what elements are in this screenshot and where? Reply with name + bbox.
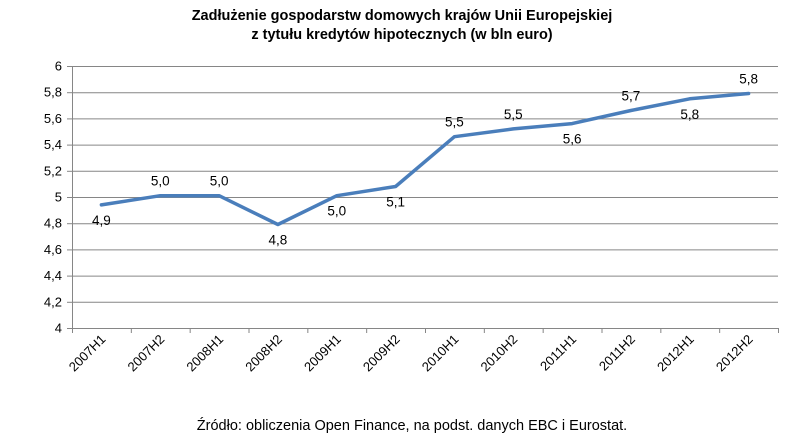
- x-tick-label: 2010H1: [419, 332, 462, 375]
- y-tick-label: 5,4: [44, 137, 62, 152]
- x-tick-label: 2011H1: [537, 332, 579, 374]
- data-label: 5,0: [151, 174, 170, 189]
- x-tick-label: 2010H2: [478, 332, 521, 375]
- data-point: [570, 122, 574, 125]
- data-point: [512, 127, 515, 131]
- data-label: 4,8: [269, 233, 288, 248]
- gridlines: [72, 66, 778, 303]
- data-label: 5,0: [210, 174, 229, 189]
- data-label: 5,7: [622, 89, 641, 104]
- chart-source-note: Źródło: obliczenia Open Finance, na pods…: [197, 417, 627, 434]
- series-layer: [99, 91, 751, 227]
- x-tick-label: 2012H2: [713, 332, 756, 375]
- data-point: [747, 92, 750, 95]
- data-label: 5,8: [739, 72, 758, 87]
- chart-title-line-1: Zadłużenie gospodarstw domowych krajów U…: [192, 8, 613, 24]
- y-tick-label: 4,4: [44, 268, 62, 283]
- x-tick-label: 2008H1: [183, 332, 226, 375]
- y-tick-label: 5,6: [44, 111, 62, 126]
- y-tick-label: 4,2: [44, 294, 62, 309]
- chart-title-line-2: z tytułu kredytów hipotecznych (w bln eu…: [251, 27, 552, 43]
- y-axis-ticks: 4 4,2 4,4 4,6 4,8 5 5,2 5,4 5,6 5,8 6: [44, 59, 62, 336]
- x-tick-label: 2009H2: [360, 332, 403, 375]
- x-axis-ticks: 2007H1 2007H2 2008H1 2008H2 2009H1 2009H2 2010…: [66, 332, 756, 375]
- x-tick-label: 2007H1: [66, 332, 109, 375]
- data-label: 5,8: [680, 107, 699, 122]
- y-tick-label: 4: [55, 321, 62, 336]
- x-tick-label: 2009H1: [301, 332, 344, 375]
- y-tick-label: 4,6: [44, 242, 62, 257]
- data-point: [629, 109, 633, 112]
- data-point: [394, 185, 397, 188]
- x-tick-label: 2008H2: [242, 332, 285, 375]
- y-tick-label: 5: [55, 190, 62, 205]
- data-label: 5,6: [563, 132, 582, 147]
- data-point: [100, 203, 103, 207]
- data-labels: 4,9 5,0 5,0 4,8 5,0 5,1 5,5 5,5 5,6 5,7 5,8 5,8: [92, 72, 758, 248]
- data-point: [276, 223, 280, 226]
- y-tick-label: 5,2: [44, 163, 62, 178]
- x-tick-label: 2012H1: [654, 332, 697, 375]
- data-point: [159, 194, 162, 197]
- x-tick-label: 2007H2: [125, 332, 168, 375]
- x-tick-label: 2011H2: [596, 332, 638, 374]
- data-label: 5,0: [327, 204, 346, 219]
- y-tick-label: 4,8: [44, 216, 62, 231]
- data-label: 5,5: [504, 107, 523, 122]
- data-label: 5,1: [386, 195, 405, 210]
- data-point: [217, 194, 221, 197]
- data-point: [335, 194, 338, 197]
- axes: [67, 66, 779, 333]
- y-tick-label: 5,8: [44, 85, 62, 100]
- data-point: [453, 135, 456, 138]
- data-point: [688, 97, 691, 100]
- y-tick-label: 6: [55, 59, 62, 74]
- series-line: [99, 91, 751, 227]
- data-label: 4,9: [92, 213, 111, 228]
- data-label: 5,5: [445, 115, 464, 130]
